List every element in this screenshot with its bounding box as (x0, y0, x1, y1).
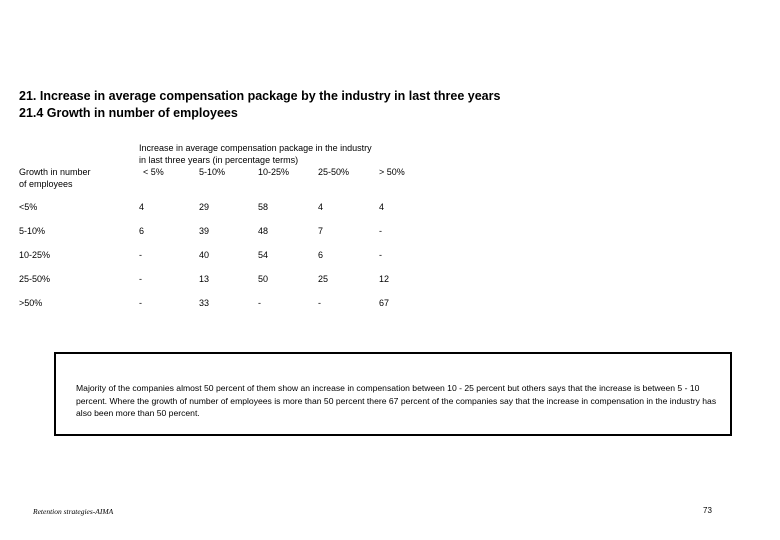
row-header: Growth in number of employees (19, 166, 91, 190)
table-cell: 54 (258, 250, 269, 260)
column-caption-line-2: in last three years (in percentage terms… (139, 155, 299, 165)
table-cell: 48 (258, 226, 269, 236)
footer-source: Retention strategies-AIMA (33, 507, 114, 516)
table-cell: 4 (318, 202, 324, 212)
table-cell: - (139, 298, 142, 308)
column-caption: Increase in average compensation package… (139, 142, 372, 166)
table-cell: - (318, 298, 321, 308)
row-label: 5-10% (19, 226, 46, 236)
table-cell: - (379, 250, 382, 260)
heading-line-1: 21. Increase in average compensation pac… (19, 89, 501, 103)
table-cell: 67 (379, 298, 390, 308)
table-cell: 13 (199, 274, 210, 284)
row-label: <5% (19, 202, 38, 212)
table-cell: - (258, 298, 261, 308)
table-cell: 6 (139, 226, 145, 236)
table-cell: 25 (318, 274, 329, 284)
page-heading: 21. Increase in average compensation pac… (19, 88, 500, 122)
column-header: 10-25% (258, 167, 290, 177)
table-cell: 6 (318, 250, 324, 260)
table-cell: 29 (199, 202, 210, 212)
page-number: 73 (703, 506, 712, 515)
table-cell: 7 (318, 226, 324, 236)
heading-line-2: 21.4 Growth in number of employees (19, 106, 238, 120)
column-header: > 50% (379, 167, 405, 177)
row-header-line-2: of employees (19, 179, 73, 189)
note-text: Majority of the companies almost 50 perc… (76, 383, 717, 419)
table-cell: 50 (258, 274, 269, 284)
table-cell: 4 (379, 202, 385, 212)
table-cell: - (139, 274, 142, 284)
column-header: < 5% (143, 167, 164, 177)
table-cell: 4 (139, 202, 145, 212)
row-label: >50% (19, 298, 43, 308)
table-cell: - (379, 226, 382, 236)
table-cell: 12 (379, 274, 390, 284)
row-header-line-1: Growth in number (19, 167, 91, 177)
column-caption-line-1: Increase in average compensation package… (139, 143, 372, 153)
column-header: 5-10% (199, 167, 226, 177)
row-label: 25-50% (19, 274, 51, 284)
row-label: 10-25% (19, 250, 51, 260)
table-cell: 33 (199, 298, 210, 308)
table-cell: - (139, 250, 142, 260)
column-header: 25-50% (318, 167, 350, 177)
table-cell: 39 (199, 226, 210, 236)
note-box: Majority of the companies almost 50 perc… (54, 352, 732, 436)
table-cell: 58 (258, 202, 269, 212)
table-cell: 40 (199, 250, 210, 260)
